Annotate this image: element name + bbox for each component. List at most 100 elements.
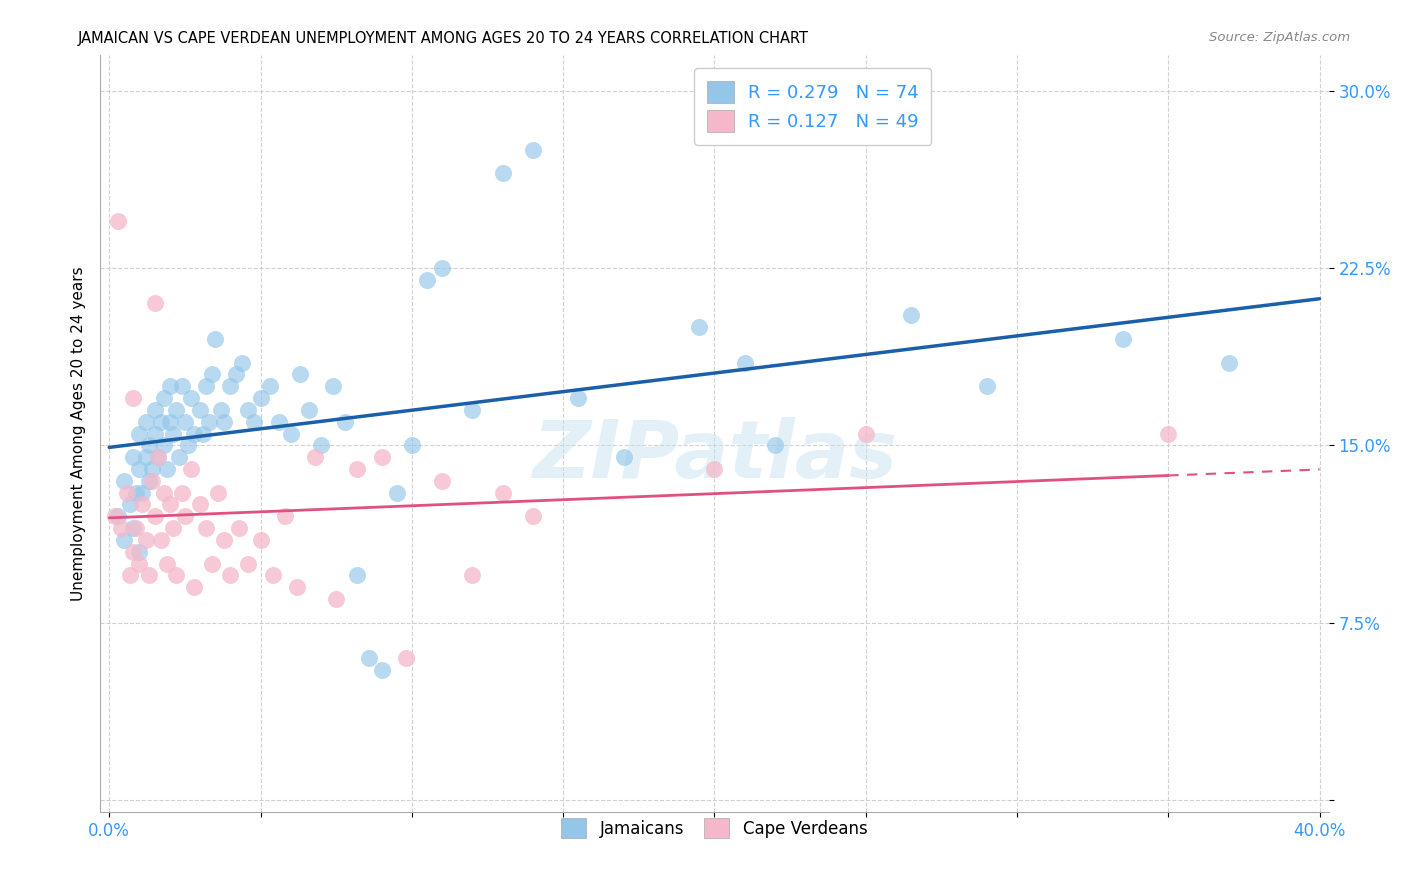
Point: [855, 426, 877, 441]
Point: [285, 580, 308, 594]
Point: [149, 415, 172, 429]
Point: [322, 379, 344, 393]
Point: [359, 651, 381, 665]
Point: [120, 568, 142, 582]
Point: [204, 332, 226, 346]
Point: [763, 438, 786, 452]
Point: [259, 379, 281, 393]
Point: [335, 415, 357, 429]
Point: [156, 462, 179, 476]
Point: [219, 568, 242, 582]
Point: [122, 450, 145, 465]
Point: [416, 273, 439, 287]
Point: [173, 509, 195, 524]
Point: [143, 402, 166, 417]
Point: [325, 592, 347, 607]
Point: [128, 557, 150, 571]
Point: [159, 498, 181, 512]
Point: [134, 415, 156, 429]
Point: [346, 462, 368, 476]
Point: [195, 521, 218, 535]
Point: [249, 391, 271, 405]
Point: [243, 415, 266, 429]
Point: [209, 402, 232, 417]
Point: [143, 296, 166, 310]
Point: [180, 462, 202, 476]
Point: [567, 391, 589, 405]
Point: [522, 143, 544, 157]
Point: [143, 426, 166, 441]
Point: [461, 402, 484, 417]
Point: [183, 580, 205, 594]
Point: [159, 415, 181, 429]
Point: [238, 402, 260, 417]
Point: [188, 402, 211, 417]
Point: [231, 355, 253, 369]
Point: [273, 509, 295, 524]
Point: [734, 355, 756, 369]
Point: [134, 450, 156, 465]
Point: [110, 521, 132, 535]
Point: [195, 379, 218, 393]
Point: [346, 568, 368, 582]
Point: [228, 521, 250, 535]
Point: [177, 438, 200, 452]
Point: [395, 651, 418, 665]
Point: [201, 368, 224, 382]
Point: [146, 450, 169, 465]
Point: [146, 450, 169, 465]
Point: [262, 568, 284, 582]
Point: [430, 260, 453, 275]
Point: [167, 450, 190, 465]
Point: [288, 368, 311, 382]
Point: [491, 166, 513, 180]
Point: [138, 474, 160, 488]
Point: [159, 379, 181, 393]
Point: [165, 568, 187, 582]
Point: [141, 462, 163, 476]
Point: [125, 485, 148, 500]
Point: [1218, 355, 1240, 369]
Point: [128, 426, 150, 441]
Point: [162, 521, 184, 535]
Point: [170, 379, 193, 393]
Point: [125, 521, 148, 535]
Point: [122, 391, 145, 405]
Point: [212, 415, 235, 429]
Point: [173, 415, 195, 429]
Point: [238, 557, 260, 571]
Point: [107, 213, 129, 227]
Point: [309, 438, 332, 452]
Point: [180, 391, 202, 405]
Point: [122, 521, 145, 535]
Point: [401, 438, 423, 452]
Point: [112, 474, 135, 488]
Point: [522, 509, 544, 524]
Text: ZIPatlas: ZIPatlas: [531, 417, 897, 495]
Point: [703, 462, 725, 476]
Point: [104, 509, 127, 524]
Point: [131, 498, 153, 512]
Point: [170, 485, 193, 500]
Point: [219, 379, 242, 393]
Point: [207, 485, 229, 500]
Text: JAMAICAN VS CAPE VERDEAN UNEMPLOYMENT AMONG AGES 20 TO 24 YEARS CORRELATION CHAR: JAMAICAN VS CAPE VERDEAN UNEMPLOYMENT AM…: [77, 31, 808, 46]
Point: [128, 545, 150, 559]
Point: [198, 415, 221, 429]
Point: [212, 533, 235, 547]
Point: [143, 509, 166, 524]
Point: [201, 557, 224, 571]
Point: [120, 498, 142, 512]
Point: [183, 426, 205, 441]
Point: [112, 533, 135, 547]
Point: [298, 402, 321, 417]
Point: [134, 533, 156, 547]
Point: [165, 402, 187, 417]
Point: [491, 485, 513, 500]
Point: [1112, 332, 1135, 346]
Point: [280, 426, 302, 441]
Legend: Jamaicans, Cape Verdeans: Jamaicans, Cape Verdeans: [555, 812, 875, 845]
Point: [156, 557, 179, 571]
Point: [304, 450, 326, 465]
Point: [1157, 426, 1180, 441]
